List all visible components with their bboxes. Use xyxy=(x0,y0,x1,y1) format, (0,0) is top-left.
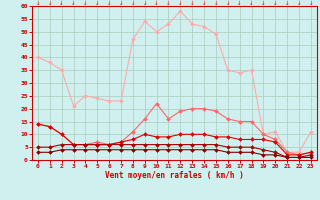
X-axis label: Vent moyen/en rafales ( km/h ): Vent moyen/en rafales ( km/h ) xyxy=(105,171,244,180)
